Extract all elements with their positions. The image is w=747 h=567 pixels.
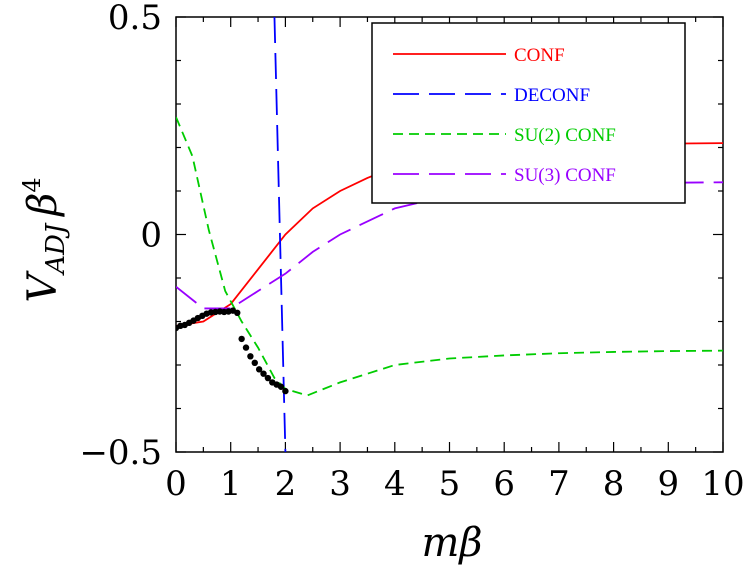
data-point bbox=[264, 374, 272, 382]
y-axis-label-sub: ADJ bbox=[41, 222, 71, 276]
data-point bbox=[238, 335, 245, 343]
series-line-su-3-conf bbox=[176, 181, 723, 310]
x-tick-label: 4 bbox=[384, 464, 406, 504]
axis-ticks bbox=[175, 16, 724, 453]
y-axis-label-sup: 4 bbox=[18, 177, 46, 192]
y-axis-label-main: V bbox=[20, 270, 66, 303]
x-tick-label: 1 bbox=[220, 464, 242, 504]
data-point bbox=[247, 353, 254, 360]
points-layer bbox=[176, 307, 289, 395]
legend-label: SU(3) CONF bbox=[514, 165, 616, 186]
x-tick-label: 9 bbox=[657, 464, 679, 504]
svg-text:VADJβ4: VADJ β4 bbox=[18, 177, 71, 302]
x-tick-label: 8 bbox=[603, 464, 625, 504]
x-tick-label: 3 bbox=[329, 464, 351, 504]
x-tick-label: 5 bbox=[439, 464, 461, 504]
x-tick-labels: 0 1 2 3 4 5 6 7 8 9 10 bbox=[165, 464, 744, 504]
data-point bbox=[277, 383, 285, 390]
data-point bbox=[255, 366, 263, 373]
legend-label: SU(2) CONF bbox=[514, 125, 616, 146]
legend-label: CONF bbox=[514, 45, 565, 66]
x-tick-label: 0 bbox=[165, 464, 187, 504]
data-point bbox=[282, 387, 289, 395]
legend-label: DECONF bbox=[514, 85, 590, 106]
series-line-deconf bbox=[273, 17, 287, 452]
legend-box bbox=[371, 22, 686, 204]
y-tick-label: −0.5 bbox=[79, 433, 162, 473]
x-tick-label: 7 bbox=[548, 464, 570, 504]
data-point bbox=[234, 309, 241, 316]
y-axis-label: VADJ β4 bbox=[18, 177, 71, 302]
x-tick-label: 6 bbox=[493, 464, 515, 504]
x-tick-label: 10 bbox=[701, 464, 744, 504]
data-point bbox=[251, 359, 258, 367]
x-axis-label: mβ bbox=[421, 520, 482, 566]
y-tick-labels: −0.5 0 0.5 bbox=[79, 0, 162, 473]
y-tick-label: 0 bbox=[140, 216, 162, 256]
legend: CONF DECONF SU(2) CONF SU(3) CONF bbox=[371, 22, 686, 204]
y-axis-label-beta: β bbox=[20, 193, 66, 218]
y-tick-label: 0.5 bbox=[108, 0, 162, 38]
data-point bbox=[260, 370, 267, 377]
data-point bbox=[242, 344, 250, 351]
x-tick-label: 2 bbox=[275, 464, 297, 504]
series-line-su-2-conf bbox=[176, 116, 723, 397]
